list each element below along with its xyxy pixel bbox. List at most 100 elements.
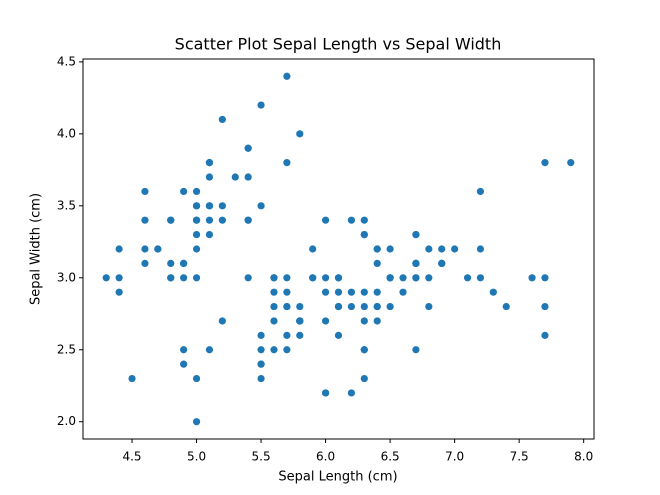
scatter-point bbox=[128, 374, 136, 383]
scatter-point bbox=[412, 346, 420, 354]
scatter-point bbox=[270, 346, 278, 354]
scatter-point bbox=[115, 245, 123, 253]
scatter-point bbox=[412, 231, 420, 239]
scatter-point bbox=[115, 274, 123, 282]
scatter-point bbox=[192, 216, 201, 224]
scatter-point bbox=[283, 274, 291, 282]
scatter-point bbox=[334, 274, 343, 282]
scatter-point bbox=[257, 360, 265, 368]
scatter-point bbox=[347, 288, 356, 296]
scatter-point bbox=[257, 202, 265, 210]
scatter-point bbox=[141, 216, 149, 224]
scatter-point bbox=[244, 173, 252, 181]
scatter-point bbox=[463, 274, 472, 282]
scatter-point bbox=[399, 274, 407, 282]
scatter-point bbox=[502, 302, 510, 311]
scatter-point bbox=[192, 418, 201, 426]
scatter-point bbox=[180, 259, 188, 267]
scatter-point bbox=[438, 245, 446, 253]
scatter-point bbox=[192, 245, 201, 253]
scatter-point bbox=[296, 317, 304, 325]
scatter-point bbox=[296, 302, 304, 311]
scatter-point bbox=[192, 202, 201, 210]
scatter-point bbox=[567, 159, 575, 167]
x-tick-label: 7.5 bbox=[510, 450, 529, 464]
scatter-point bbox=[476, 274, 485, 282]
scatter-point bbox=[205, 202, 214, 210]
scatter-point bbox=[141, 187, 149, 196]
scatter-point bbox=[541, 331, 549, 339]
scatter-point bbox=[296, 130, 304, 138]
scatter-point bbox=[257, 374, 265, 383]
scatter-point bbox=[296, 331, 304, 339]
scatter-point bbox=[283, 331, 291, 339]
scatter-point bbox=[438, 259, 446, 267]
x-tick-label: 4.5 bbox=[122, 450, 141, 464]
scatter-point bbox=[309, 245, 317, 253]
scatter-point bbox=[192, 274, 201, 282]
scatter-point bbox=[270, 317, 278, 325]
scatter-point bbox=[180, 187, 188, 196]
y-tick-label: 4.0 bbox=[57, 126, 76, 140]
y-tick-label: 3.0 bbox=[57, 270, 76, 284]
scatter-point bbox=[360, 302, 368, 311]
scatter-point bbox=[412, 259, 420, 267]
scatter-point bbox=[373, 259, 381, 267]
scatter-point bbox=[321, 317, 330, 325]
scatter-point bbox=[425, 274, 433, 282]
scatter-point bbox=[360, 231, 368, 239]
scatter-point bbox=[244, 144, 252, 152]
scatter-point bbox=[386, 302, 394, 311]
y-tick-label: 2.0 bbox=[57, 414, 76, 428]
scatter-point bbox=[334, 302, 343, 311]
scatter-point bbox=[257, 101, 265, 109]
scatter-point bbox=[270, 288, 278, 296]
scatter-point bbox=[270, 302, 278, 311]
scatter-point bbox=[360, 288, 368, 296]
scatter-point bbox=[360, 374, 368, 383]
scatter-point bbox=[244, 274, 252, 282]
scatter-point bbox=[141, 245, 149, 253]
scatter-point bbox=[192, 187, 201, 196]
scatter-point bbox=[386, 274, 394, 282]
scatter-point bbox=[541, 274, 549, 282]
y-tick-label: 3.5 bbox=[57, 198, 76, 212]
scatter-point bbox=[425, 245, 433, 253]
scatter-point bbox=[154, 245, 162, 253]
scatter-point bbox=[218, 216, 226, 224]
scatter-point bbox=[528, 274, 536, 282]
chart-title: Scatter Plot Sepal Length vs Sepal Width bbox=[175, 35, 502, 54]
x-tick-label: 8.0 bbox=[574, 450, 593, 464]
scatter-point bbox=[180, 274, 188, 282]
scatter-point bbox=[373, 317, 381, 325]
scatter-point bbox=[205, 159, 214, 167]
scatter-point bbox=[386, 245, 394, 253]
scatter-point bbox=[283, 288, 291, 296]
scatter-point bbox=[321, 389, 330, 397]
scatter-point bbox=[541, 159, 549, 167]
x-tick-label: 5.5 bbox=[252, 450, 271, 464]
plot-frame bbox=[82, 58, 595, 440]
scatter-point bbox=[360, 216, 368, 224]
scatter-point bbox=[321, 288, 330, 296]
y-axis-label: Sepal Width (cm) bbox=[29, 193, 44, 305]
x-tick-label: 6.5 bbox=[381, 450, 400, 464]
scatter-point bbox=[231, 173, 239, 181]
scatter-point bbox=[334, 331, 343, 339]
scatter-point bbox=[167, 216, 175, 224]
scatter-point bbox=[283, 159, 291, 167]
scatter-point bbox=[541, 302, 549, 311]
scatter-point bbox=[205, 173, 214, 181]
scatter-point bbox=[476, 245, 485, 253]
y-tick-label: 4.5 bbox=[57, 54, 76, 68]
scatter-point bbox=[167, 274, 175, 282]
x-axis-label: Sepal Length (cm) bbox=[278, 470, 397, 485]
x-tick-label: 7.0 bbox=[445, 450, 464, 464]
scatter-point bbox=[309, 274, 317, 282]
scatter-point bbox=[373, 245, 381, 253]
scatter-point bbox=[347, 302, 356, 311]
scatter-point bbox=[360, 317, 368, 325]
scatter-point bbox=[270, 274, 278, 282]
scatter-point bbox=[476, 187, 485, 196]
